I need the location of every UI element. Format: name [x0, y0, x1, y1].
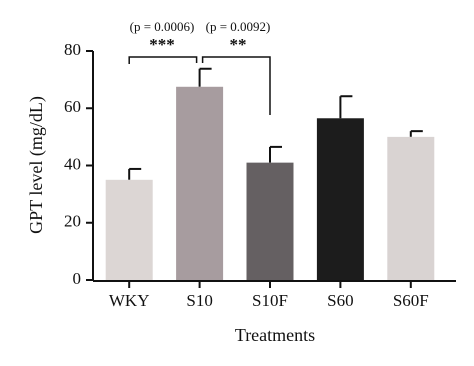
y-tick-label: 60	[64, 97, 81, 116]
bar	[246, 162, 294, 280]
y-tick-label: 40	[64, 154, 81, 173]
annotation: (p = 0.0006)	[130, 19, 195, 34]
y-tick-label: 0	[73, 269, 82, 288]
y-tick-label: 20	[64, 212, 81, 231]
annotation: **	[230, 35, 247, 54]
bracket	[128, 56, 198, 64]
x-tick-label: S10F	[252, 291, 288, 310]
annotation: (p = 0.0092)	[206, 19, 271, 34]
bar	[105, 179, 153, 280]
y-axis-title: GPT level (mg/dL)	[26, 96, 47, 234]
bar	[316, 118, 364, 280]
y-tick-label: 80	[64, 40, 81, 59]
bar	[387, 136, 435, 280]
x-axis-title: Treatments	[235, 325, 315, 345]
bracket	[201, 56, 271, 115]
x-tick-label: WKY	[109, 291, 150, 310]
annotation: ***	[149, 35, 175, 54]
bar	[176, 86, 224, 280]
x-tick-label: S60	[327, 291, 353, 310]
x-tick-label: S10	[186, 291, 212, 310]
x-tick-label: S60F	[393, 291, 429, 310]
